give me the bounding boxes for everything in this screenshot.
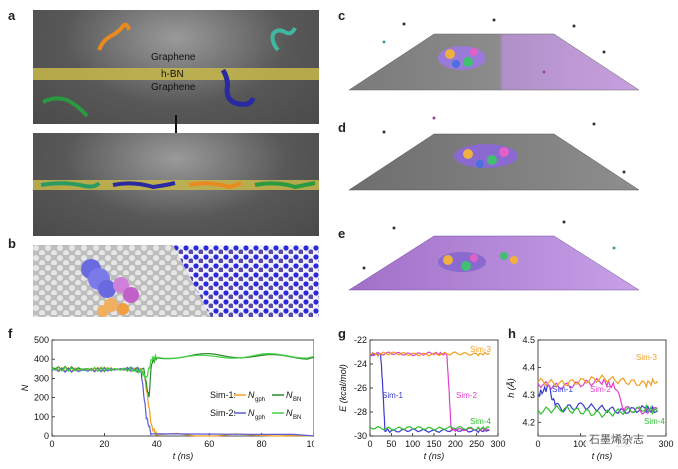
panel-label-h: h: [508, 326, 516, 341]
x-axis-label: t (ns): [424, 451, 445, 461]
panel-a-bottom: [33, 133, 319, 236]
graphene-label-bottom: Graphene: [151, 82, 196, 93]
x-tick-label: 0: [367, 439, 372, 449]
y-axis-label: h (Å): [506, 378, 516, 398]
label-sim2: Sim-2: [590, 385, 611, 394]
x-tick-label: 20: [99, 439, 109, 449]
series-line-3: [369, 351, 490, 357]
legend-gph-sub-2: gph: [255, 415, 265, 421]
x-tick-label: 300: [490, 439, 505, 449]
x-tick-label: 250: [469, 439, 484, 449]
y-tick-label: 300: [34, 373, 49, 383]
legend-n-bn: N: [286, 390, 293, 400]
y-tick-label: -24: [354, 359, 367, 369]
x-tick-label: 80: [257, 439, 267, 449]
x-tick-label: 40: [152, 439, 162, 449]
series-line-3: [51, 366, 314, 437]
polymer-chains-top: [42, 22, 297, 118]
series-line-3: [537, 374, 658, 389]
label-sim1: Sim-1: [382, 391, 403, 400]
x-tick-label: 200: [448, 439, 463, 449]
series-line-2: [51, 352, 314, 398]
series-line-4: [537, 403, 659, 419]
x-tick-label: 60: [204, 439, 214, 449]
series-line-4: [51, 352, 314, 380]
y-tick-label: 400: [34, 354, 49, 364]
label-sim3: Sim-3: [470, 345, 491, 354]
x-tick-label: 100: [405, 439, 420, 449]
x-tick-label: 0: [49, 439, 54, 449]
y-tick-label: 0: [44, 431, 49, 441]
chart-h: 4.54.44.34.20100200300t (ns)h (Å)Sim-1Si…: [506, 335, 674, 461]
x-tick-label: 150: [426, 439, 441, 449]
x-tick-label: 300: [658, 439, 673, 449]
y-tick-label: -30: [354, 431, 367, 441]
y-tick-label: -26: [354, 383, 367, 393]
panel-label-e: e: [338, 226, 346, 241]
legend-n-bn-2: N: [286, 408, 293, 418]
x-tick-label: 100: [306, 439, 314, 449]
hbn-band: [33, 68, 319, 80]
legend-n-gph-2: N: [248, 408, 255, 418]
chart-f: 0 100 200 300 400 500 0 20 40 60 80 100 t (ns) N Sim-1…: [20, 335, 314, 461]
panel-b-lattice: [33, 245, 319, 317]
legend-bn-sub-2: BN: [293, 415, 301, 421]
x-axis-label: t (ns): [173, 451, 194, 461]
hbn-label: h-BN: [161, 69, 184, 80]
series-line-4: [369, 425, 490, 431]
y-tick-label: 4.5: [522, 335, 535, 345]
panel-label-b: b: [8, 236, 16, 251]
chart-g: -22 -24 -26 -28 -300 50 100 150 200 250 300 t (ns) E…: [338, 335, 506, 461]
y-tick-label: -22: [354, 335, 367, 345]
panel-label-d: d: [338, 120, 346, 135]
label-sim4: Sim-4: [470, 417, 491, 426]
graphene-label-top: Graphene: [151, 52, 196, 63]
y-axis-label: N: [20, 384, 30, 391]
legend-sim2-label: Sim-2:: [210, 408, 236, 418]
watermark-text: 石墨烯杂志: [586, 430, 647, 448]
y-tick-label: 500: [34, 335, 49, 345]
x-axis-label: t (ns): [592, 451, 613, 461]
label-sim2: Sim-2: [456, 391, 477, 400]
panel-d-slab: [348, 116, 640, 191]
series-line-1: [537, 384, 658, 415]
legend-n-gph: N: [248, 390, 255, 400]
series-line-2: [369, 351, 490, 433]
panel-c-slab: [348, 18, 640, 91]
panel-label-g: g: [338, 326, 346, 341]
panel-e-slab: [348, 220, 640, 291]
y-tick-label: -28: [354, 407, 367, 417]
x-tick-label: 0: [535, 439, 540, 449]
y-tick-label: 200: [34, 393, 49, 403]
legend-sim1-label: Sim-1:: [210, 390, 236, 400]
y-tick-label: 4.2: [522, 417, 535, 427]
legend-gph-sub: gph: [255, 397, 265, 403]
y-tick-label: 100: [34, 412, 49, 422]
y-tick-label: 4.4: [522, 362, 535, 372]
hbn-band-bottom: [33, 180, 319, 190]
panel-a-top: Graphene h-BN Graphene: [33, 10, 319, 124]
y-tick-label: 4.3: [522, 390, 535, 400]
panel-label-c: c: [338, 8, 346, 23]
panel-label-a: a: [8, 8, 16, 23]
x-tick-label: 50: [386, 439, 396, 449]
legend-bn-sub: BN: [293, 397, 301, 403]
y-axis-label: E (kcal/mol): [338, 364, 348, 412]
label-sim4: Sim-4: [644, 417, 665, 426]
label-sim3: Sim-3: [636, 353, 657, 362]
plot-frame: [51, 339, 314, 437]
panel-label-f: f: [8, 326, 13, 341]
label-sim1: Sim-1: [552, 385, 573, 394]
series-line-1: [51, 365, 314, 437]
polymer-chains-adsorbed: [40, 181, 316, 190]
x-tick-label: 100: [573, 439, 588, 449]
